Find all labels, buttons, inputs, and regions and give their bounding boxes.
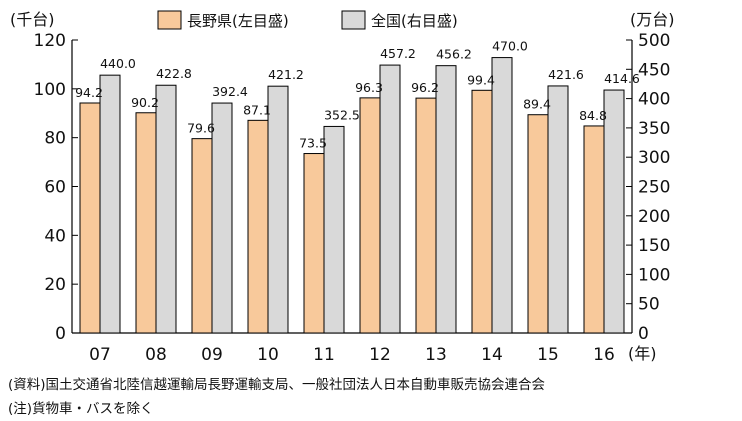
x-axis-tick-label: 14 [481, 345, 503, 365]
left-axis-tick-label: 20 [44, 275, 66, 295]
data-label-national: 392.4 [212, 84, 248, 99]
data-label-national: 414.6 [604, 71, 640, 86]
right-axis-tick-label: 0 [638, 324, 649, 344]
bar-nagano [135, 112, 157, 334]
source-note: (資料)国土交通省北陸信越運輸局長野運輸支局、一般社団法人日本自動車販売協会連合… [8, 377, 546, 393]
bar-national [491, 57, 513, 334]
data-label-national: 352.5 [324, 107, 360, 122]
left-axis-tick-label: 60 [44, 178, 66, 198]
data-label-nagano: 89.4 [523, 97, 551, 112]
data-label-nagano: 94.2 [75, 85, 103, 100]
right-axis-tick-label: 200 [638, 207, 670, 227]
bar-nagano [247, 119, 269, 334]
data-label-nagano: 96.3 [355, 80, 383, 95]
x-axis-tick-label: 08 [145, 345, 167, 365]
x-axis-tick-label: 10 [257, 345, 279, 365]
right-axis-tick-label: 450 [638, 60, 670, 80]
right-axis-tick-label: 300 [638, 148, 670, 168]
bar-national [547, 85, 569, 334]
left-axis-tick-label: 0 [55, 324, 66, 344]
right-axis-tick-label: 400 [638, 90, 670, 110]
legend-label-national: 全国(右目盛) [371, 12, 458, 30]
data-label-national: 440.0 [100, 56, 136, 71]
data-label-national: 456.2 [436, 47, 472, 62]
legend-label-nagano: 長野県(左目盛) [187, 12, 289, 30]
left-axis-tick-label: 80 [44, 129, 66, 149]
bar-nagano [79, 102, 101, 334]
left-axis-unit-label: (千台) [10, 10, 55, 29]
x-axis-tick-label: 16 [593, 345, 615, 365]
footnote: (注)貨物車・バスを除く [8, 401, 154, 417]
x-axis-tick-label: 12 [369, 345, 391, 365]
bar-nagano [303, 153, 325, 334]
bar-national [211, 102, 233, 334]
data-label-nagano: 79.6 [187, 121, 215, 136]
left-axis-tick-label: 120 [34, 31, 66, 51]
data-label-nagano: 99.4 [467, 72, 495, 87]
x-axis-tick-label: 11 [313, 345, 335, 365]
left-axis-tick-label: 40 [44, 226, 66, 246]
x-axis-tick-label: 09 [201, 345, 223, 365]
bar-national [323, 125, 345, 334]
bar-national [155, 84, 177, 334]
data-label-nagano: 73.5 [299, 136, 327, 151]
right-axis-tick-label: 250 [638, 178, 670, 198]
bar-nagano [415, 97, 437, 334]
data-label-national: 421.6 [548, 67, 584, 82]
x-axis-tick-label: 13 [425, 345, 447, 365]
bar-national [435, 65, 457, 334]
right-axis-tick-label: 350 [638, 119, 670, 139]
bar-nagano [583, 125, 605, 334]
x-axis-unit-label: (年) [628, 344, 657, 363]
right-axis-tick-label: 100 [638, 265, 670, 285]
bar-nagano [527, 114, 549, 334]
right-axis-tick-label: 150 [638, 236, 670, 256]
legend-swatch-nagano [157, 10, 182, 30]
bar-nagano [191, 138, 213, 334]
data-label-nagano: 84.8 [579, 108, 607, 123]
data-label-national: 422.8 [156, 66, 192, 81]
right-axis-unit-label: (万台) [630, 10, 675, 29]
bar-nagano [471, 89, 493, 334]
data-label-nagano: 96.2 [411, 80, 439, 95]
data-label-nagano: 87.1 [243, 102, 271, 117]
legend-swatch-national [341, 10, 366, 30]
data-label-nagano: 90.2 [131, 95, 159, 110]
bar-chart: 0 20 40 60 80 100 120 0 50 100 150 200 250 300 350 400 4… [10, 10, 675, 365]
left-axis-tick-label: 100 [34, 80, 66, 100]
right-axis-tick-label: 50 [638, 295, 660, 315]
bar-nagano [359, 97, 381, 334]
right-axis-tick-label: 500 [638, 31, 670, 51]
x-axis-tick-label: 07 [89, 345, 111, 365]
data-label-national: 470.0 [492, 39, 528, 54]
bar-national [267, 85, 289, 334]
data-label-national: 421.2 [268, 67, 304, 82]
bar-national [603, 89, 625, 334]
x-axis-tick-label: 15 [537, 345, 559, 365]
bar-national [99, 74, 121, 334]
data-label-national: 457.2 [380, 46, 416, 61]
bar-national [379, 64, 401, 334]
